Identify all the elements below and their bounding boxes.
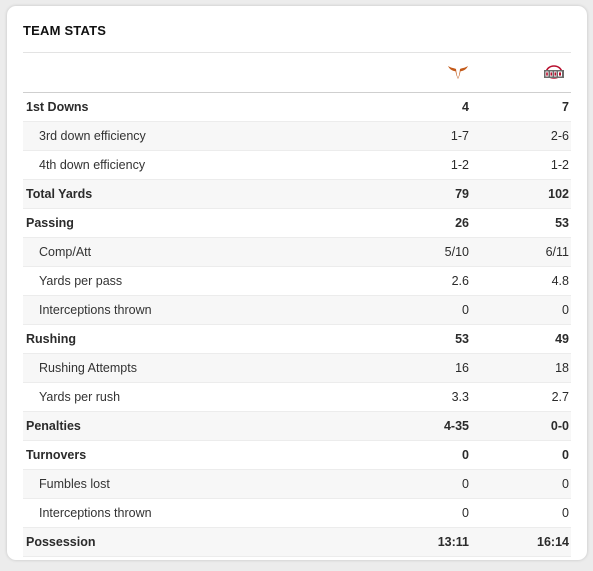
stat-label: Yards per rush [39, 390, 121, 404]
away-value: 1-2 [550, 158, 569, 172]
stat-row-possession: Possession 13:11 16:14 [23, 528, 571, 557]
away-value: 0 [562, 303, 569, 317]
stat-label: Turnovers [26, 448, 87, 462]
stat-row-penalties: Penalties 4-35 0-0 [23, 412, 571, 441]
team-stats-table: 1st Downs 4 7 3rd down efficiency 1-7 2-… [23, 52, 571, 557]
away-value: 6/11 [545, 245, 569, 259]
home-value: 26 [455, 216, 469, 230]
away-value: 0-0 [550, 419, 569, 433]
stat-label: 1st Downs [26, 100, 89, 114]
home-value: 0 [462, 448, 469, 462]
stat-row-interceptions-thrown: Interceptions thrown 0 0 [23, 296, 571, 325]
home-value: 13:11 [437, 535, 469, 549]
table-header-row [23, 52, 571, 93]
stat-row-first-downs: 1st Downs 4 7 [23, 93, 571, 122]
stat-row-passing: Passing 26 53 [23, 209, 571, 238]
stat-label: Rushing [26, 332, 76, 346]
away-value: 18 [555, 361, 569, 375]
stat-label: Fumbles lost [39, 477, 110, 491]
stat-label: Rushing Attempts [39, 361, 137, 375]
away-value: 4.8 [551, 274, 569, 288]
away-value: 49 [555, 332, 569, 346]
home-value: 0 [462, 506, 469, 520]
home-value: 16 [455, 361, 469, 375]
home-value: 5/10 [444, 245, 469, 259]
stat-row-rushing-attempts: Rushing Attempts 16 18 [23, 354, 571, 383]
home-value: 1-7 [450, 129, 469, 143]
stat-row-turnovers: Turnovers 0 0 [23, 441, 571, 470]
stat-row-rushing: Rushing 53 49 [23, 325, 571, 354]
away-value: 2-6 [550, 129, 569, 143]
stat-label: Passing [26, 216, 74, 230]
stat-label: 4th down efficiency [39, 158, 146, 172]
stat-label: Penalties [26, 419, 81, 433]
away-value: 0 [562, 448, 569, 462]
away-value: 0 [562, 477, 569, 491]
away-value: 0 [562, 506, 569, 520]
home-value: 4 [462, 100, 469, 114]
team-stats-card: TEAM STATS [7, 6, 587, 560]
stat-row-turnover-interceptions-thrown: Interceptions thrown 0 0 [23, 499, 571, 528]
home-value: 79 [455, 187, 469, 201]
ohio-state-logo-icon [543, 63, 565, 81]
home-value: 0 [462, 303, 469, 317]
stat-label: Total Yards [26, 187, 93, 201]
home-value: 2.6 [451, 274, 469, 288]
away-value: 16:14 [537, 535, 569, 549]
stat-row-yards-per-rush: Yards per rush 3.3 2.7 [23, 383, 571, 412]
away-value: 7 [562, 100, 569, 114]
stat-label: Interceptions thrown [39, 506, 152, 520]
home-value: 1-2 [450, 158, 469, 172]
section-title: TEAM STATS [23, 23, 107, 38]
home-value: 3.3 [451, 390, 469, 404]
stat-label: Yards per pass [39, 274, 123, 288]
stat-row-fourth-down-efficiency: 4th down efficiency 1-2 1-2 [23, 151, 571, 180]
stat-row-third-down-efficiency: 3rd down efficiency 1-7 2-6 [23, 122, 571, 151]
stat-row-yards-per-pass: Yards per pass 2.6 4.8 [23, 267, 571, 296]
stat-row-comp-att: Comp/Att 5/10 6/11 [23, 238, 571, 267]
stat-row-total-yards: Total Yards 79 102 [23, 180, 571, 209]
away-value: 53 [555, 216, 569, 230]
stat-label: 3rd down efficiency [39, 129, 146, 143]
stat-row-fumbles-lost: Fumbles lost 0 0 [23, 470, 571, 499]
home-value: 0 [462, 477, 469, 491]
away-value: 2.7 [551, 390, 569, 404]
stat-label: Comp/Att [39, 245, 92, 259]
stat-label: Possession [26, 535, 96, 549]
longhorn-logo-icon [447, 63, 469, 81]
home-value: 53 [455, 332, 469, 346]
home-value: 4-35 [443, 419, 469, 433]
away-value: 102 [548, 187, 569, 201]
stat-label: Interceptions thrown [39, 303, 152, 317]
